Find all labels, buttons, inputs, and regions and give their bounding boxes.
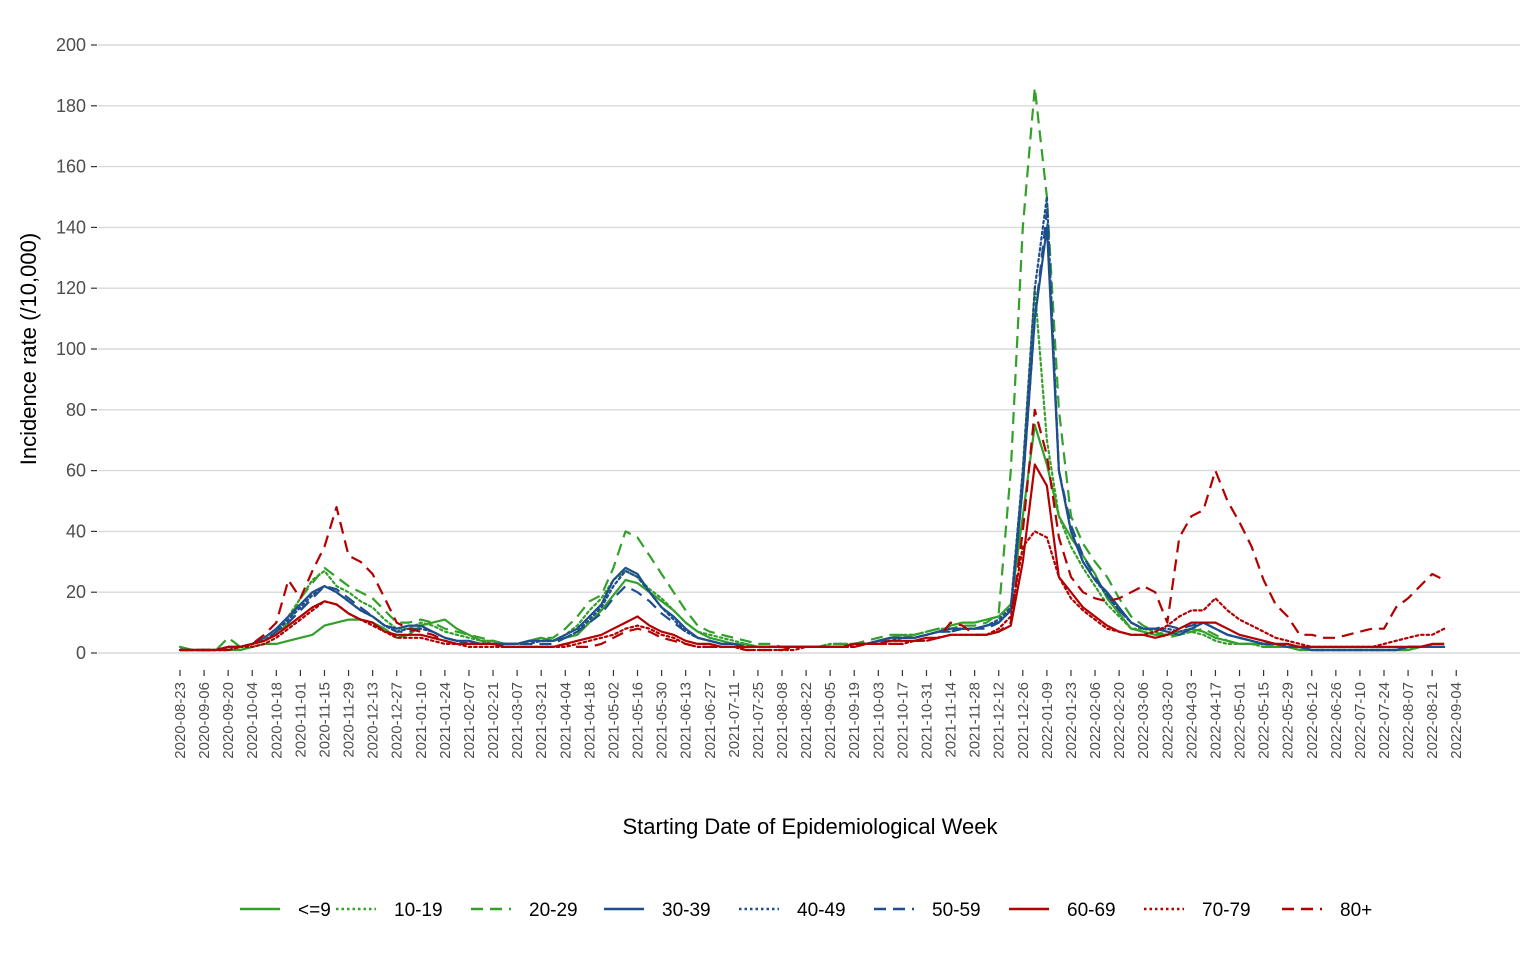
series-line — [180, 408, 1445, 652]
x-tick-label: 2020-11-29 — [341, 682, 358, 758]
x-tick-label: 2022-06-26 — [1328, 682, 1345, 759]
x-tick-label: 2021-05-02 — [605, 682, 622, 759]
y-tick-label: 160 — [56, 157, 86, 177]
x-tick-label: 2022-03-20 — [1159, 682, 1176, 759]
y-tick-label: 0 — [76, 643, 86, 663]
x-tick-label: 2020-12-27 — [389, 682, 406, 759]
x-tick-label: 2021-11-14 — [943, 682, 960, 758]
x-tick-label: 2021-05-16 — [630, 682, 647, 759]
x-tick-label: 2021-10-31 — [918, 682, 935, 759]
legend-label: 40-49 — [797, 900, 846, 921]
x-axis: 2020-08-23 2020-09-06 2020-09-20 2020-10-04… — [172, 670, 1465, 759]
legend-label: 70-79 — [1202, 900, 1251, 921]
x-tick-label: 2020-10-04 — [244, 682, 261, 759]
x-tick-label: 2020-12-13 — [365, 682, 382, 759]
y-tick-label: 100 — [56, 339, 86, 359]
x-tick-label: 2021-05-30 — [654, 682, 671, 759]
x-tick-label: 2021-04-18 — [581, 682, 598, 759]
series-line — [178, 530, 1446, 652]
x-tick-label: 2021-12-12 — [991, 682, 1008, 759]
gridlines — [98, 44, 1520, 654]
x-tick-label: 2021-02-21 — [485, 682, 502, 759]
y-tick-label: 140 — [56, 217, 86, 237]
y-tick-label: 180 — [56, 96, 86, 116]
x-tick-label: 2022-02-20 — [1111, 682, 1128, 759]
legend-label: 30-39 — [662, 900, 711, 921]
x-tick-label: 2022-02-06 — [1087, 682, 1104, 759]
x-tick-label: 2020-09-20 — [220, 682, 237, 759]
x-tick-label: 2021-02-07 — [461, 682, 478, 759]
legend-label: 80+ — [1340, 900, 1372, 921]
y-tick-label: 40 — [66, 521, 86, 541]
x-tick-label: 2020-09-06 — [196, 682, 213, 759]
legend-label: 50-59 — [932, 900, 981, 921]
x-tick-label: 2021-03-21 — [533, 682, 550, 759]
x-tick-label: 2022-08-21 — [1424, 682, 1441, 759]
series-line — [180, 211, 1445, 652]
x-tick-label: 2022-03-06 — [1135, 682, 1152, 759]
x-tick-label: 2022-04-03 — [1183, 682, 1200, 759]
y-tick-label: 20 — [66, 582, 86, 602]
series-lines — [178, 86, 1446, 652]
x-tick-label: 2021-10-03 — [870, 682, 887, 759]
x-tick-label: 2022-07-10 — [1352, 682, 1369, 759]
x-tick-label: 2022-01-23 — [1063, 682, 1080, 759]
y-axis: 0 20 40 60 80 100 120 140 160 180 200 — [56, 35, 97, 663]
y-axis-title: Incidence rate (/10,000) — [16, 233, 41, 465]
series-line — [179, 86, 1445, 652]
x-tick-label: 2022-09-04 — [1448, 682, 1465, 759]
series-line — [178, 287, 1446, 652]
x-tick-label: 2022-05-15 — [1256, 682, 1273, 759]
x-tick-label: 2021-01-24 — [437, 682, 454, 759]
x-tick-label: 2021-06-13 — [678, 682, 695, 759]
y-tick-label: 200 — [56, 35, 86, 55]
x-tick-label: 2021-09-05 — [822, 682, 839, 759]
series-line — [178, 195, 1446, 652]
legend-label: 20-29 — [529, 900, 578, 921]
x-axis-title: Starting Date of Epidemiological Week — [622, 814, 998, 839]
x-tick-label: 2021-09-19 — [846, 682, 863, 759]
x-tick-label: 2020-11-01 — [292, 682, 309, 758]
x-tick-label: 2022-06-12 — [1304, 682, 1321, 759]
x-tick-label: 2021-07-11 — [726, 682, 743, 758]
legend: <=9 10-19 20-29 30-39 40-49 50-59 60-69 70-79 80… — [240, 900, 1372, 921]
x-tick-label: 2021-01-10 — [413, 682, 430, 759]
x-tick-label: 2021-07-25 — [750, 682, 767, 759]
x-tick-label: 2021-08-22 — [798, 682, 815, 759]
x-tick-label: 2021-08-08 — [774, 682, 791, 759]
x-tick-label: 2021-03-07 — [509, 682, 526, 759]
x-tick-label: 2021-12-26 — [1015, 682, 1032, 759]
x-tick-label: 2022-05-01 — [1232, 682, 1249, 759]
x-tick-label: 2020-10-18 — [268, 682, 285, 759]
y-tick-label: 80 — [66, 400, 86, 420]
y-tick-label: 60 — [66, 461, 86, 481]
legend-label: 10-19 — [394, 900, 443, 921]
x-tick-label: 2021-06-27 — [702, 682, 719, 759]
series-line — [179, 423, 1445, 652]
series-line — [180, 226, 1445, 652]
x-tick-label: 2022-01-09 — [1039, 682, 1056, 759]
x-tick-label: 2021-10-17 — [894, 682, 911, 759]
y-tick-label: 120 — [56, 278, 86, 298]
legend-label: <=9 — [298, 900, 331, 921]
x-tick-label: 2022-08-07 — [1400, 682, 1417, 759]
x-tick-label: 2020-11-15 — [316, 682, 333, 758]
legend-label: 60-69 — [1067, 900, 1116, 921]
x-tick-label: 2022-05-29 — [1280, 682, 1297, 759]
x-tick-label: 2020-08-23 — [172, 682, 189, 759]
x-tick-label: 2022-04-17 — [1207, 682, 1224, 759]
series-line — [180, 463, 1445, 652]
x-tick-label: 2021-11-28 — [967, 682, 984, 758]
x-tick-label: 2022-07-24 — [1376, 682, 1393, 759]
x-tick-label: 2021-04-04 — [557, 682, 574, 759]
